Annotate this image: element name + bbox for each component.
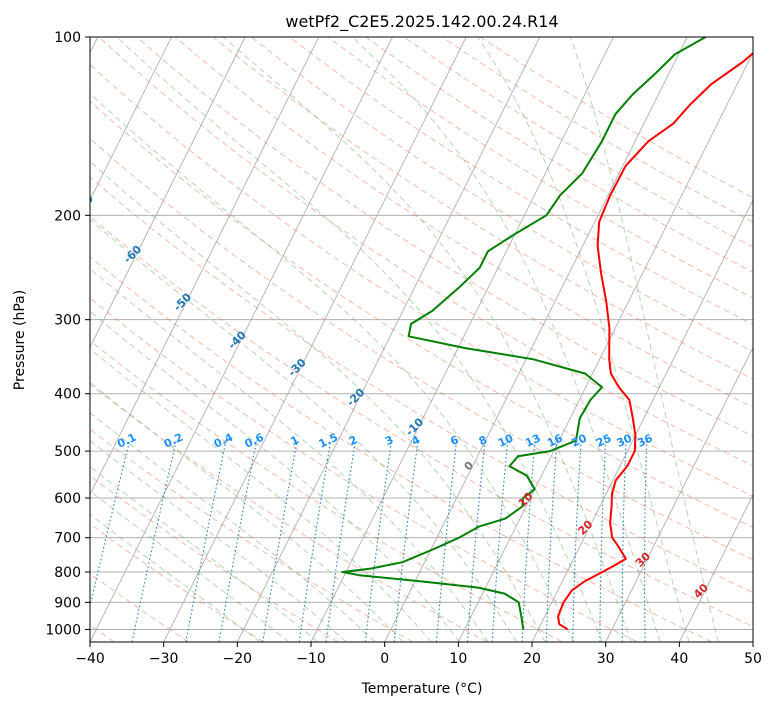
y-tick-label: 600: [54, 491, 81, 507]
x-tick-label: 0: [380, 651, 389, 667]
moist-adiabat-line: [90, 513, 261, 642]
mixing-ratio-line: [218, 440, 258, 642]
mixing-ratio-line: [131, 440, 177, 642]
dry-adiabat-line: [90, 255, 712, 642]
y-tick-label: 200: [54, 208, 81, 224]
isotherm-line: [678, 493, 753, 642]
x-tick-label: −30: [149, 651, 179, 667]
mixing-ratio-label: 30: [615, 431, 635, 449]
y-axis-label: Pressure (hPa): [12, 290, 28, 390]
x-tick-label: 40: [670, 651, 688, 667]
dry-adiabat-line: [90, 383, 488, 642]
dry-adiabat-line: [90, 339, 563, 642]
mixing-ratio-line: [185, 440, 227, 642]
moist-adiabat-line: [116, 37, 603, 642]
mixing-ratio-line: [644, 440, 648, 642]
isotherm-label: -70: [73, 192, 96, 215]
skewed-isotherms: [90, 37, 753, 642]
x-tick-label: −20: [223, 651, 253, 667]
moist-adiabat-line: [90, 439, 347, 642]
x-tick-label: −10: [296, 651, 326, 667]
dry-adiabat-line: [90, 215, 753, 628]
dry-adiabat-line: [90, 100, 753, 529]
y-tick-label: 700: [54, 531, 81, 547]
mixing-ratio-label: 36: [635, 431, 655, 449]
profile-series: [341, 37, 753, 631]
x-tick-label: 20: [523, 651, 541, 667]
dry-adiabat-line: [90, 176, 753, 594]
dry-adiabat-line: [90, 572, 190, 642]
mixing-ratio-line: [521, 440, 536, 642]
mixing-ratio-line: [621, 440, 627, 642]
y-tick-label: 500: [54, 444, 81, 460]
isotherm-line: [90, 37, 393, 642]
mixing-ratio-lines: [90, 440, 648, 642]
y-tick-label: 100: [54, 30, 81, 46]
mixing-ratio-label: 16: [545, 431, 565, 449]
moist-adiabat-line: [90, 267, 489, 642]
temperature-profile-line: [557, 51, 753, 631]
x-axis-ticks: −40 −30 −20 −10 0 10 20 30 40 50: [75, 642, 762, 667]
mixing-ratio-label: 13: [523, 432, 542, 450]
mixing-ratio-line: [599, 440, 607, 642]
y-axis-ticks: 100 200 300 400 500 600 700 800 900 1000: [45, 30, 90, 638]
x-axis-label: Temperature (°C): [361, 681, 483, 697]
mixing-ratio-label: 20: [570, 431, 590, 449]
mixing-ratio-line: [491, 440, 509, 642]
mixing-ratio-label: 25: [594, 432, 613, 450]
dry-adiabats: [90, 37, 753, 642]
dry-adiabat-line: [90, 63, 753, 497]
mixing-ratio-label: 10: [496, 431, 516, 449]
mixing-ratio-line: [325, 440, 357, 642]
chart-title: wetPf2_C2E5.2025.142.00.24.R14: [285, 12, 558, 32]
x-tick-label: 30: [597, 651, 615, 667]
moist-adiabat-line: [90, 160, 546, 642]
plot-frame: [89, 36, 754, 643]
mixing-ratio-line: [393, 440, 419, 642]
moist-adiabat-line: [90, 310, 461, 642]
y-tick-label: 800: [54, 565, 81, 581]
x-tick-label: 10: [449, 651, 467, 667]
mixing-ratio-line: [435, 440, 458, 642]
y-tick-label: 400: [54, 387, 81, 403]
isotherm-line: [90, 37, 246, 349]
isotherm-line: [163, 37, 467, 642]
dry-adiabat-line: [98, 37, 753, 467]
dry-adiabat-line: [212, 37, 753, 380]
dry-adiabat-line: [251, 37, 753, 353]
mixing-ratio-line: [298, 440, 332, 642]
y-tick-label: 300: [54, 313, 81, 329]
isotherm-line: [384, 37, 688, 642]
x-tick-label: −40: [75, 651, 105, 667]
mixing-ratio-line: [572, 440, 582, 642]
moist-adiabat-line: [90, 92, 575, 642]
moist-adiabat-line: [570, 37, 719, 642]
moist-adiabat-line: [477, 37, 690, 642]
y-tick-label: 1000: [45, 622, 81, 638]
pressure-gridlines: [90, 37, 753, 630]
mixing-ratio-line: [364, 440, 393, 642]
moist-adiabats: [90, 37, 719, 642]
moist-adiabat-line: [90, 412, 376, 642]
isotherm-line: [90, 37, 320, 496]
moist-adiabat-line: [90, 465, 319, 642]
isotherm-line: [605, 346, 753, 642]
mixing-ratio-line: [262, 440, 298, 642]
y-tick-label: 900: [54, 595, 81, 611]
moist-adiabat-line: [351, 37, 661, 642]
dry-adiabat-line: [90, 475, 339, 642]
moist-adiabat-line: [222, 37, 632, 642]
mixing-ratio-line: [545, 440, 558, 642]
mixing-ratio-line: [466, 440, 486, 642]
isotherm-line: [236, 37, 541, 642]
isotherm-line: [531, 198, 753, 642]
dry-adiabat-line: [90, 428, 414, 642]
moist-adiabat-line: [90, 218, 517, 642]
dry-adiabat-line: [90, 137, 753, 561]
dewpoint-profile-line: [341, 37, 707, 630]
x-tick-label: 50: [744, 651, 762, 667]
isotherm-line: [90, 37, 172, 202]
